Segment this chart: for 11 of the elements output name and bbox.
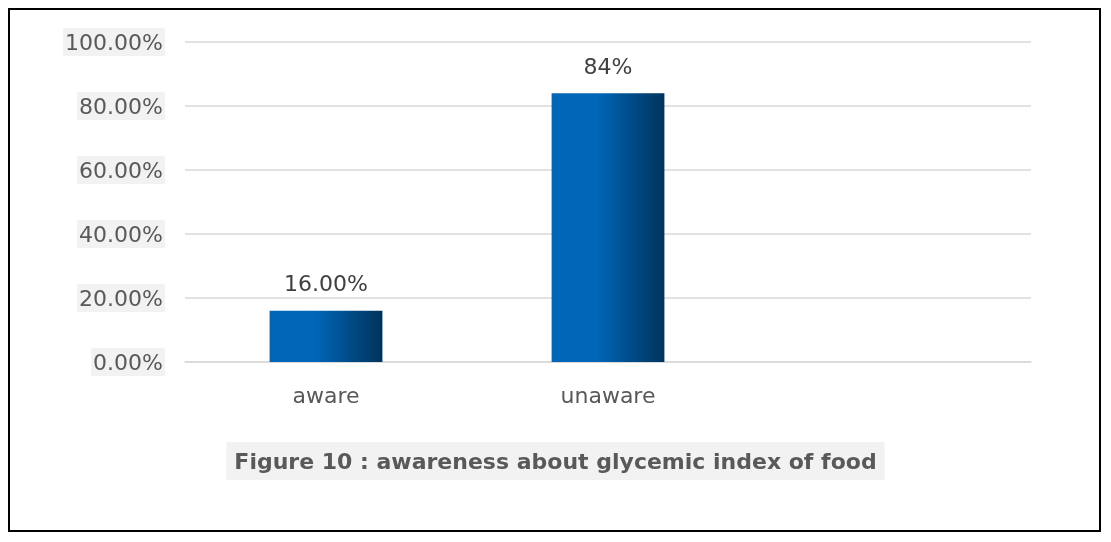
y-tick-label: 100.00% xyxy=(65,29,163,55)
y-tick-label: 80.00% xyxy=(79,93,163,119)
data-label: 84% xyxy=(583,53,633,79)
x-tick-label: aware xyxy=(292,382,360,408)
text: Figure 10 : awareness about glycemic index of food xyxy=(234,448,877,474)
y-tick-label: 0.00% xyxy=(93,349,163,375)
y-tick-label: 60.00% xyxy=(79,157,163,183)
x-tick-label: unaware xyxy=(560,382,656,408)
y-tick-label: 40.00% xyxy=(79,221,163,247)
y-tick-label: 20.00% xyxy=(79,285,163,311)
data-label: 16.00% xyxy=(284,271,368,297)
